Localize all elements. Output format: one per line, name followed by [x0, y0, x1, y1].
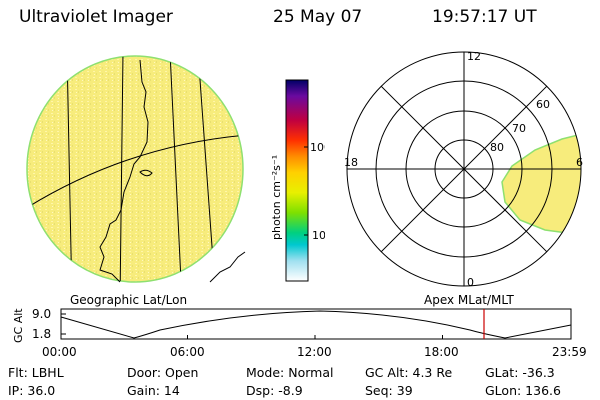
x-tick-1800: 18:00 [424, 345, 459, 359]
mlt-label-0: 0 [467, 276, 474, 289]
mlt-label-12: 12 [467, 50, 481, 63]
mlat-label-80: 80 [490, 141, 504, 154]
filter-info: Flt: LBHL [8, 365, 64, 380]
gain-info: Gain: 14 [127, 383, 180, 398]
colorbar-tick-10: 10 [312, 229, 325, 242]
glat-info: GLat: -36.3 [485, 365, 555, 380]
mlat-label-70: 70 [512, 122, 526, 135]
geographic-image-panel [26, 55, 246, 283]
apex-panel-label: Apex MLat/MLT [424, 293, 514, 307]
mlat-label-60: 60 [536, 98, 550, 111]
colorbar-unit-label: photon cm⁻²s⁻¹ [270, 155, 283, 240]
seq-info: Seq: 39 [365, 383, 413, 398]
polar-mlat-mlt-panel: 12 18 6 0 60 70 80 [344, 50, 583, 289]
coastline [99, 59, 149, 283]
x-tick-2359: 23:59 [552, 345, 587, 359]
y-tick-9: 9.0 [32, 307, 51, 321]
ip-info: IP: 36.0 [8, 383, 56, 398]
mlt-label-6: 6 [576, 156, 583, 169]
dsp-info: Dsp: -8.9 [246, 383, 303, 398]
colorbar-scale [285, 79, 309, 282]
observation-date: 25 May 07 [273, 7, 363, 27]
observation-time: 19:57:17 UT [432, 7, 537, 27]
mlt-label-18: 18 [344, 156, 358, 169]
x-tick-0000: 00:00 [42, 345, 77, 359]
altitude-timeline: GC Alt 9.0 1.8 00:00 06:00 12:00 18:00 2… [12, 307, 587, 359]
x-tick-1200: 12:00 [297, 345, 332, 359]
instrument-title: Ultraviolet Imager [19, 7, 173, 27]
y-tick-1.8: 1.8 [32, 327, 51, 341]
gc-alt-info: GC Alt: 4.3 Re [365, 365, 453, 380]
door-info: Door: Open [127, 365, 199, 380]
polar-grid [346, 51, 582, 287]
colorbar-tick-100: 100 [310, 141, 325, 154]
x-tick-0600: 06:00 [170, 345, 205, 359]
altitude-curve [60, 310, 572, 339]
y-axis-label: GC Alt [12, 308, 25, 343]
glon-info: GLon: 136.6 [485, 383, 561, 398]
mode-info: Mode: Normal [246, 365, 334, 380]
colorbar: 100 10 photon cm⁻²s⁻¹ [270, 79, 325, 282]
geographic-panel-label: Geographic Lat/Lon [70, 293, 188, 307]
uv-emission-disc [26, 55, 244, 283]
timeline-frame [60, 308, 572, 340]
